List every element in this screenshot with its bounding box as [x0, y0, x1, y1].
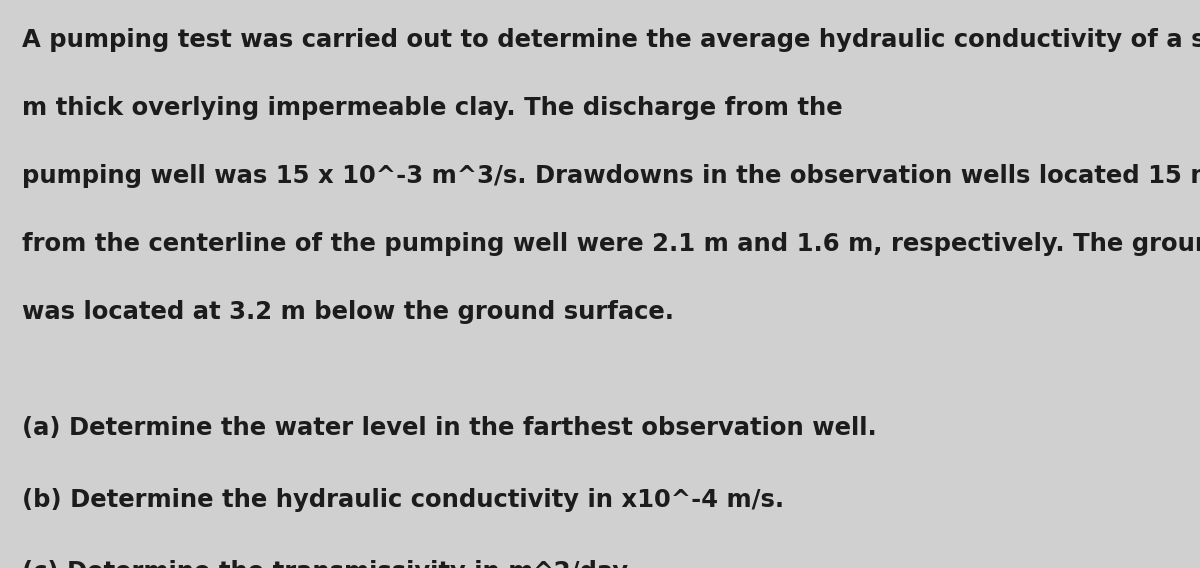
Text: (a) Determine the water level in the farthest observation well.: (a) Determine the water level in the far… — [22, 416, 877, 440]
Text: m thick overlying impermeable clay. The discharge from the: m thick overlying impermeable clay. The … — [22, 96, 842, 120]
Text: was located at 3.2 m below the ground surface.: was located at 3.2 m below the ground su… — [22, 300, 674, 324]
Text: A pumping test was carried out to determine the average hydraulic conductivity o: A pumping test was carried out to determ… — [22, 28, 1200, 52]
Text: pumping well was 15 x 10^-3 m^3/s. Drawdowns in the observation wells located 15: pumping well was 15 x 10^-3 m^3/s. Drawd… — [22, 164, 1200, 188]
Text: (b) Determine the hydraulic conductivity in x10^-4 m/s.: (b) Determine the hydraulic conductivity… — [22, 488, 784, 512]
Text: from the centerline of the pumping well were 2.1 m and 1.6 m, respectively. The : from the centerline of the pumping well … — [22, 232, 1200, 256]
Text: (c) Determine the transmissivity in m^2/day.: (c) Determine the transmissivity in m^2/… — [22, 560, 635, 568]
